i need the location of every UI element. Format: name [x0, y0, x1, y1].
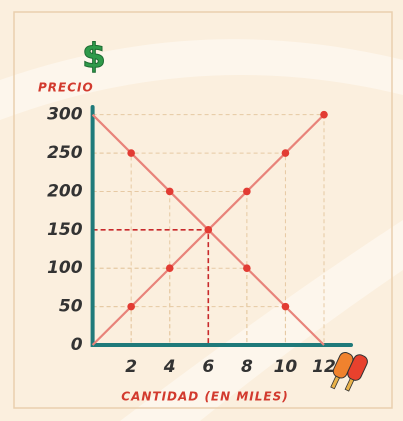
point	[281, 302, 290, 311]
y-tick-label: 150	[47, 220, 83, 240]
point	[165, 187, 174, 196]
y-axis-label: PRECIO	[38, 81, 94, 95]
svg-text:$: $	[82, 37, 106, 77]
y-tick-label: 250	[47, 143, 83, 163]
point	[204, 226, 213, 234]
y-tick-label: 0	[71, 335, 83, 355]
x-tick-label: 2	[125, 357, 137, 377]
x-tick-label: 4	[163, 357, 176, 377]
frame	[13, 11, 393, 409]
point	[127, 149, 135, 157]
x-tick-label: 6	[202, 357, 214, 377]
wave	[120, 220, 403, 421]
y-tick-label: 300	[47, 105, 83, 125]
wave	[0, 39, 403, 120]
point	[320, 110, 328, 119]
popsicle-icon	[330, 351, 368, 392]
point	[165, 264, 174, 273]
point	[281, 149, 290, 157]
y-tick-label: 200	[47, 181, 83, 201]
dollar-icon: $	[82, 36, 107, 77]
point	[243, 264, 251, 273]
x-axis-label: CANTIDAD (EN MILES)	[121, 390, 288, 404]
x-tick-label: 10	[274, 357, 298, 377]
point	[127, 302, 135, 311]
y-tick-label: 100	[47, 258, 83, 278]
x-tick-label: 12	[312, 357, 336, 377]
point	[243, 187, 251, 196]
x-tick-label: 8	[241, 357, 253, 377]
y-tick-label: 50	[59, 297, 83, 317]
